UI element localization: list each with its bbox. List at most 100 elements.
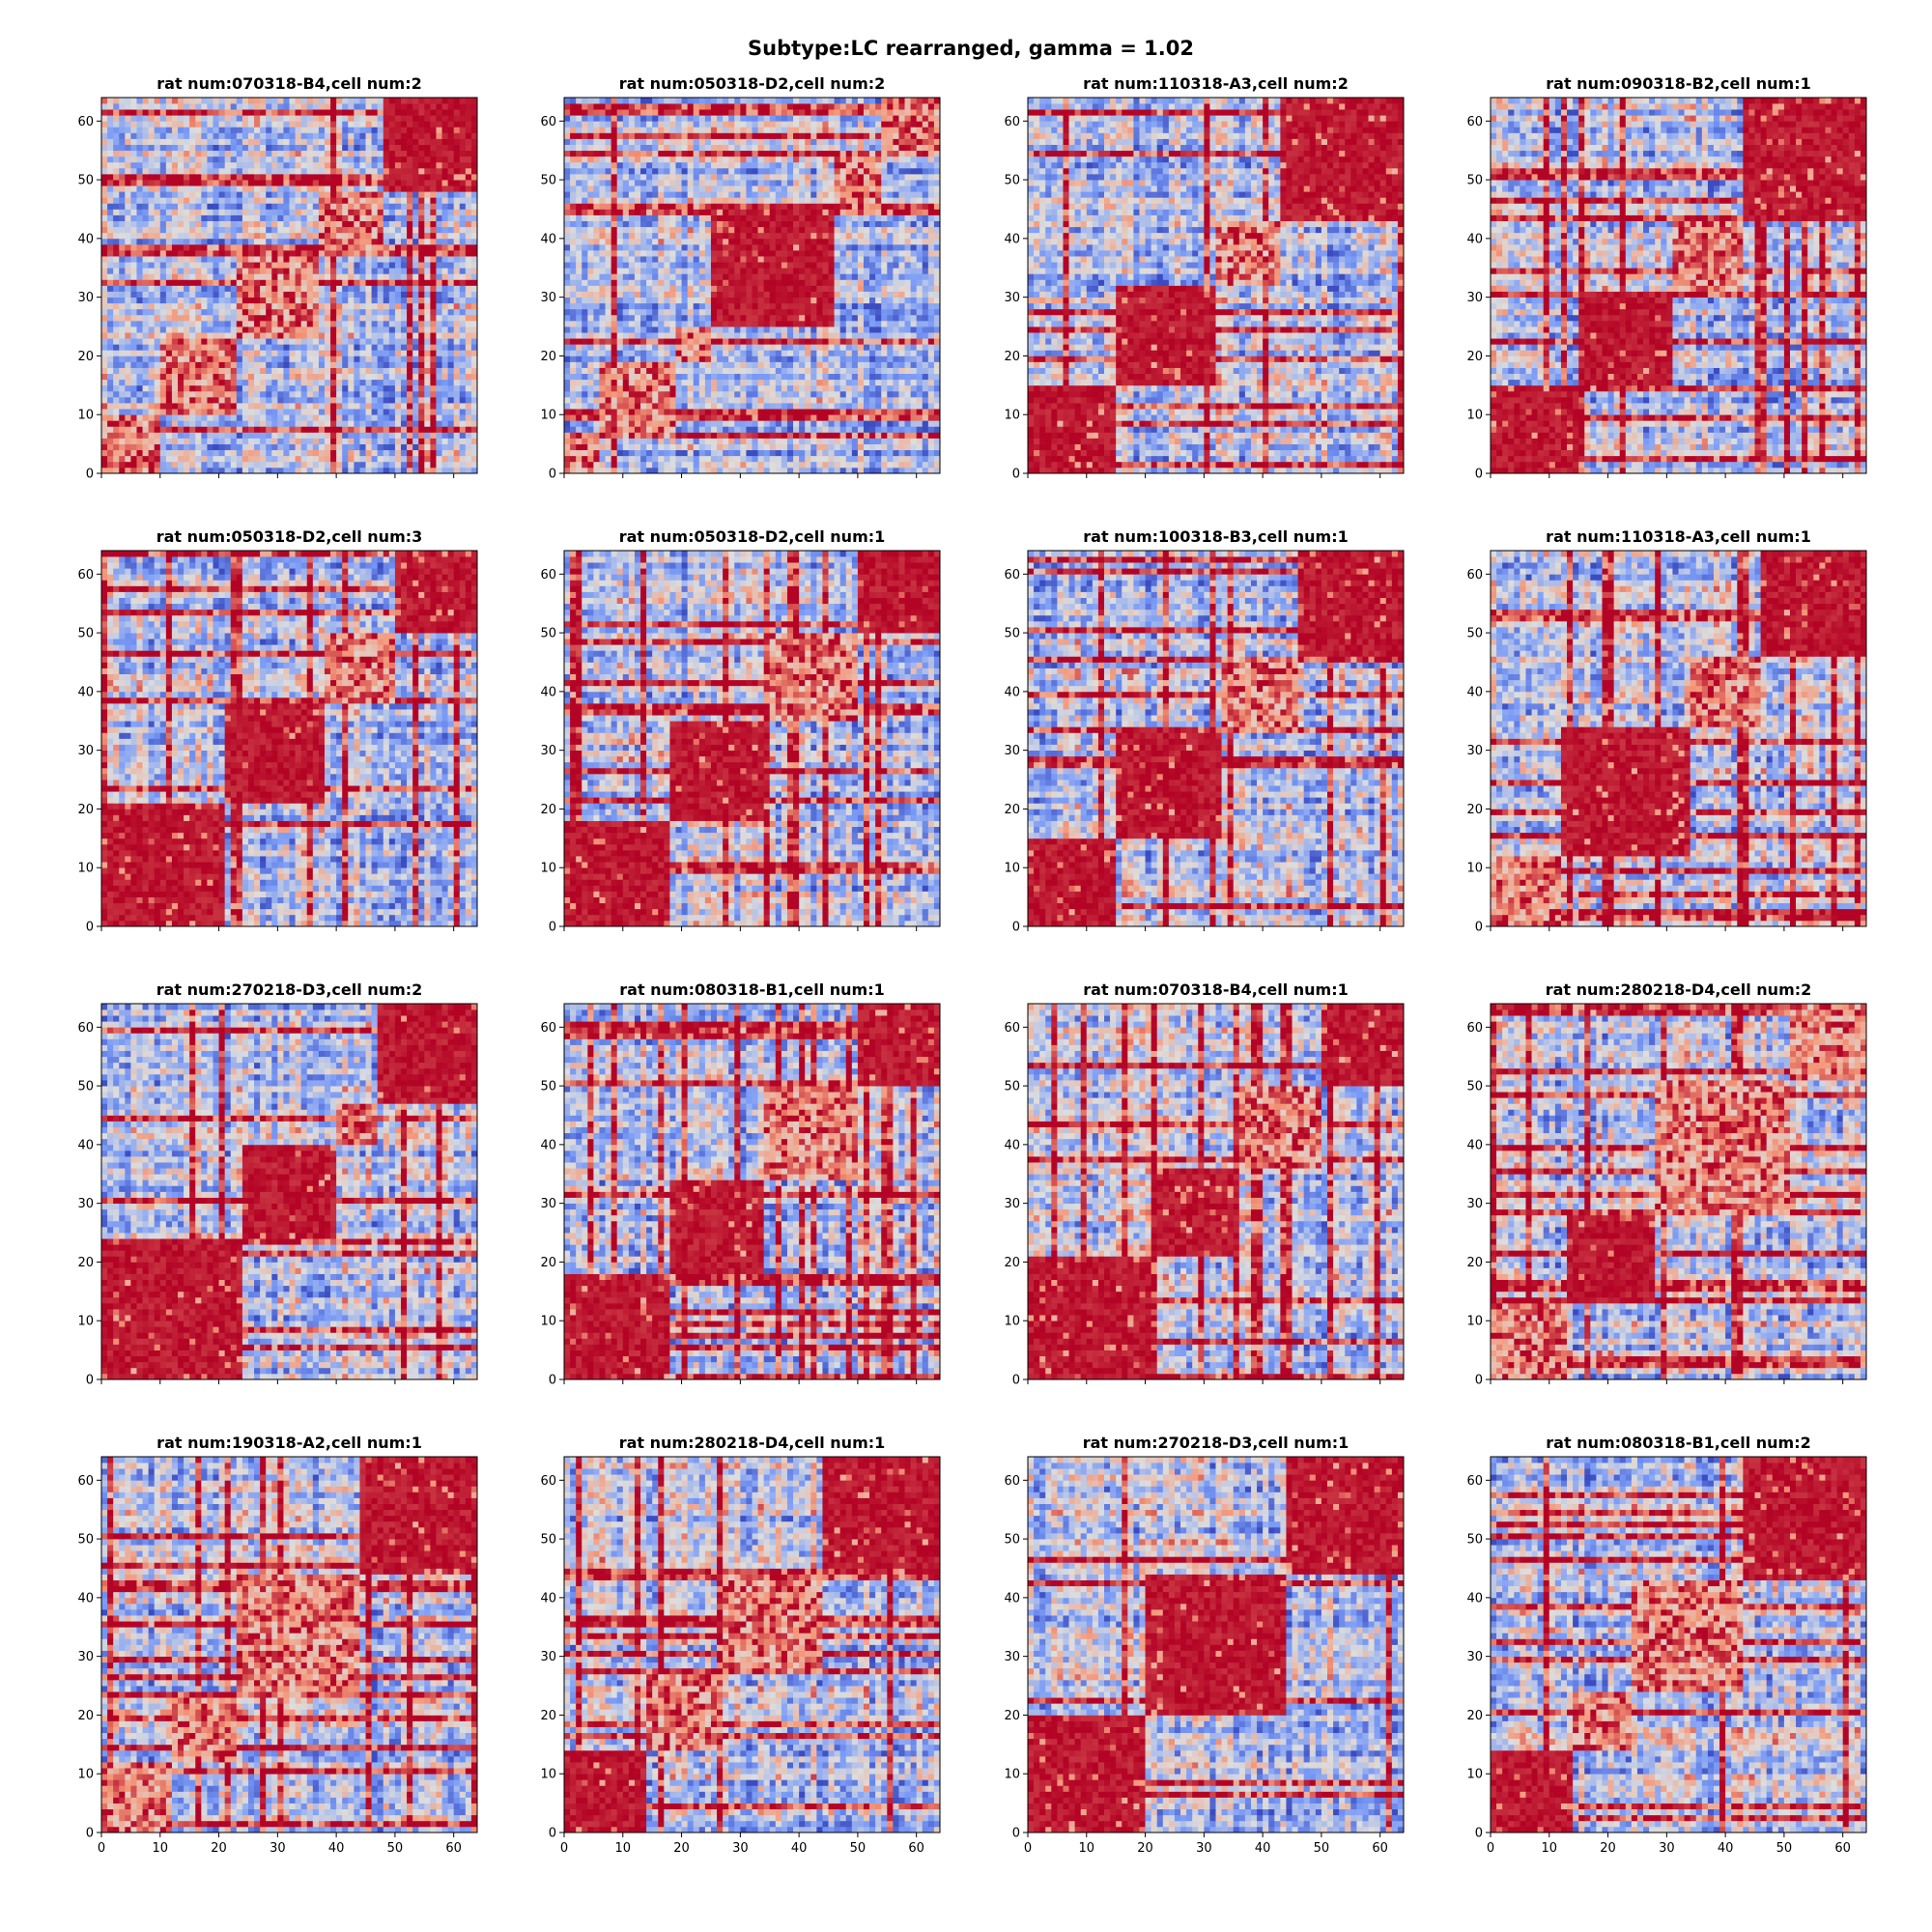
heatmap-cell [430,385,436,391]
heatmap-cell [178,321,184,327]
heatmap-cell [107,403,113,409]
heatmap-cell [348,374,354,380]
heatmap-cell [237,279,242,285]
heatmap-cell [119,244,125,250]
heatmap-cell [389,385,395,391]
heatmap-cell [313,374,319,380]
heatmap-cell [336,403,342,409]
heatmap-cell [201,439,207,444]
heatmap-cell [143,332,149,338]
heatmap-cell [313,233,319,239]
heatmap-cell [424,456,430,462]
heatmap-cell [248,233,254,239]
heatmap-cell [354,279,359,285]
heatmap-cell [448,350,454,355]
heatmap-cell [266,409,271,414]
heatmap-cell [160,397,166,403]
heatmap-cell [454,244,460,250]
heatmap-cell [260,309,266,315]
heatmap-cell [254,332,260,338]
heatmap-cell [384,332,389,338]
heatmap-cell [342,368,348,374]
heatmap-cell [166,397,172,403]
heatmap-cell [372,350,378,355]
heatmap-cell [189,462,195,468]
heatmap-cell [442,355,448,361]
heatmap-cell [418,256,424,262]
heatmap-cell [219,362,225,368]
heatmap-cell [460,432,466,438]
heatmap-cell [101,268,107,273]
heatmap-cell [348,239,354,244]
heatmap-cell [366,321,372,327]
heatmap-cell [301,338,307,344]
heatmap-cell [160,292,166,298]
heatmap-cell [260,450,266,456]
heatmap-cell [325,279,330,285]
heatmap-cell [401,262,407,268]
heatmap-cell [325,239,330,244]
heatmap-cell [448,250,454,256]
heatmap-cell [166,462,172,468]
heatmap-cell [130,256,136,262]
heatmap-cell [454,414,460,420]
heatmap-cell [242,250,248,256]
heatmap-cell [471,468,477,473]
heatmap-cell [296,262,301,268]
heatmap-cell [395,315,401,321]
heatmap-cell [277,268,283,273]
heatmap-cell [130,332,136,338]
heatmap-cell [266,439,271,444]
heatmap-cell [231,256,237,262]
heatmap-cell [307,409,313,414]
heatmap-cell [454,273,460,279]
heatmap-cell [454,332,460,338]
heatmap-cell [219,380,225,385]
heatmap-cell [424,432,430,438]
heatmap-cell [113,374,119,380]
heatmap-cell [378,414,384,420]
heatmap-cell [407,403,412,409]
heatmap-cell [207,344,213,350]
heatmap-cell [271,292,277,298]
heatmap-cell [266,468,271,473]
heatmap-cell [466,420,471,426]
heatmap-cell [313,355,319,361]
heatmap-cell [407,456,412,462]
heatmap-cell [125,268,130,273]
heatmap-cell [160,233,166,239]
heatmap-cell [184,350,189,355]
heatmap-cell [359,456,365,462]
heatmap-cell [442,279,448,285]
heatmap-cell [454,350,460,355]
heatmap-cell [166,286,172,292]
heatmap-cell [430,439,436,444]
heatmap-cell [325,362,330,368]
heatmap-cell [442,374,448,380]
heatmap-cell [271,462,277,468]
heatmap-cell [348,439,354,444]
heatmap-cell [119,426,125,432]
heatmap-cell [384,292,389,298]
heatmap-cell [271,303,277,309]
heatmap-cell [213,268,218,273]
heatmap-cell [407,268,412,273]
heatmap-cell [119,403,125,409]
heatmap-cell [412,403,418,409]
heatmap-cell [155,338,160,344]
heatmap-cell [178,385,184,391]
heatmap-cell [395,444,401,450]
heatmap-cell [166,327,172,332]
heatmap-cell [219,250,225,256]
heatmap-cell [201,250,207,256]
heatmap-cell [454,338,460,344]
heatmap-cell [136,350,142,355]
heatmap-cell [119,279,125,285]
heatmap-cell [213,456,218,462]
heatmap-cell [378,309,384,315]
heatmap-cell [336,374,342,380]
heatmap-cell [466,444,471,450]
heatmap-cell [184,468,189,473]
heatmap-cell [436,292,441,298]
heatmap-cell [442,298,448,303]
